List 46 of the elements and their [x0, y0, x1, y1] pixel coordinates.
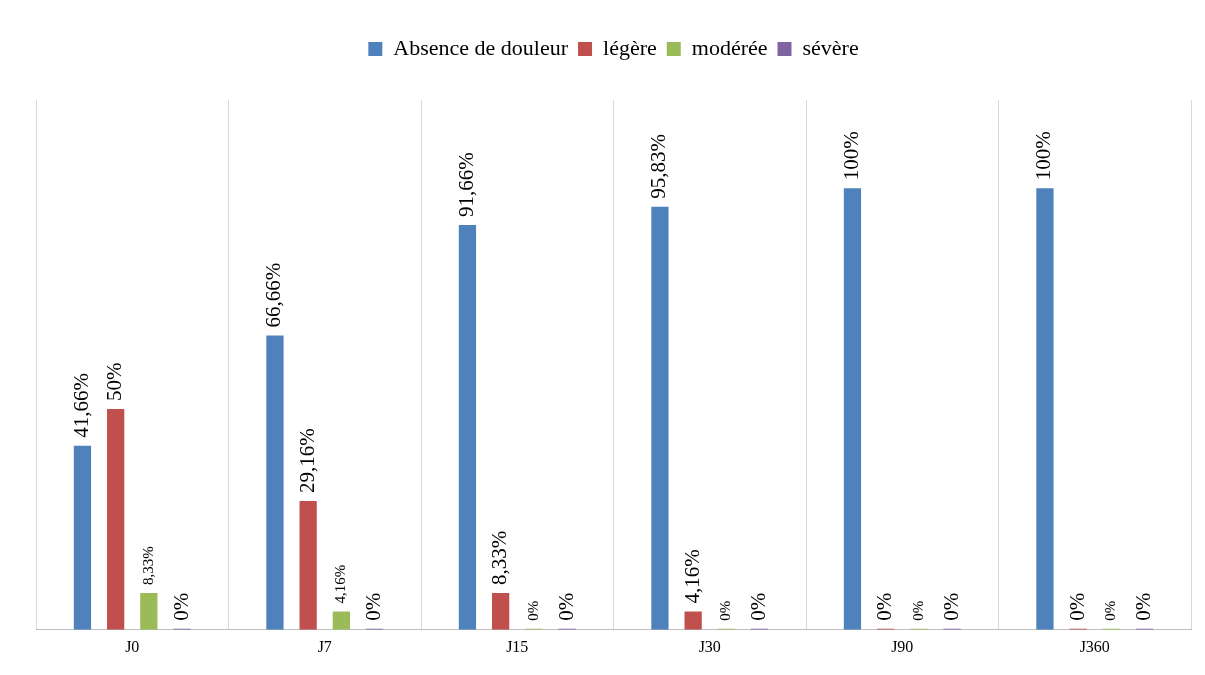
bar — [651, 206, 669, 630]
bar — [684, 611, 702, 630]
x-tick-label: J360 — [1079, 637, 1110, 655]
data-label: 50% — [102, 362, 127, 402]
data-label: 100% — [1031, 131, 1056, 181]
data-label: 0% — [524, 600, 541, 621]
data-label: 8,33% — [487, 530, 512, 586]
data-label: 0% — [746, 592, 771, 621]
legend-label: modérée — [691, 34, 768, 60]
x-tick-label: J90 — [891, 637, 914, 655]
data-label: 41,66% — [68, 373, 93, 438]
x-tick-label: J7 — [317, 637, 332, 655]
bar — [1036, 188, 1054, 630]
bar — [140, 593, 158, 630]
data-label: 0% — [938, 592, 963, 621]
bar — [492, 593, 510, 630]
data-label: 0% — [1131, 592, 1156, 621]
data-label: 0% — [168, 592, 193, 621]
data-label: 66,66% — [261, 262, 286, 328]
bar — [458, 225, 477, 630]
legend-label: sévère — [802, 34, 859, 60]
data-label: 0% — [872, 592, 897, 621]
bar — [332, 611, 350, 630]
x-tick-label: J0 — [125, 637, 140, 655]
data-label: 100% — [838, 131, 863, 181]
x-tick-label: J15 — [506, 637, 529, 655]
data-label: 8,33% — [139, 546, 156, 586]
data-label: 4,16% — [332, 564, 349, 604]
bar — [73, 445, 92, 630]
data-label: 95,83% — [646, 133, 671, 199]
data-label: 91,66% — [453, 152, 478, 218]
data-label: 0% — [361, 592, 386, 621]
data-label: 0% — [909, 600, 926, 621]
data-label: 0% — [1064, 592, 1089, 621]
data-label: 29,16% — [294, 428, 319, 494]
data-label: 0% — [553, 592, 578, 621]
legend-label: Absence de douleur — [393, 34, 569, 60]
data-label: 0% — [1102, 600, 1119, 621]
bar — [266, 335, 284, 630]
data-label: 4,16% — [679, 549, 704, 604]
bar — [299, 501, 317, 630]
data-label: 0% — [717, 600, 734, 621]
legend-label: légère — [603, 34, 657, 60]
bar — [107, 409, 125, 630]
bar — [843, 188, 862, 630]
x-tick-label: J30 — [698, 637, 721, 655]
